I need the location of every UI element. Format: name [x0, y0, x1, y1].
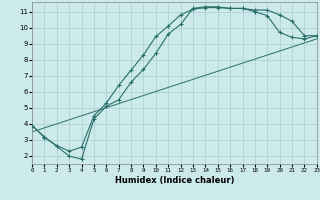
X-axis label: Humidex (Indice chaleur): Humidex (Indice chaleur) [115, 176, 234, 185]
